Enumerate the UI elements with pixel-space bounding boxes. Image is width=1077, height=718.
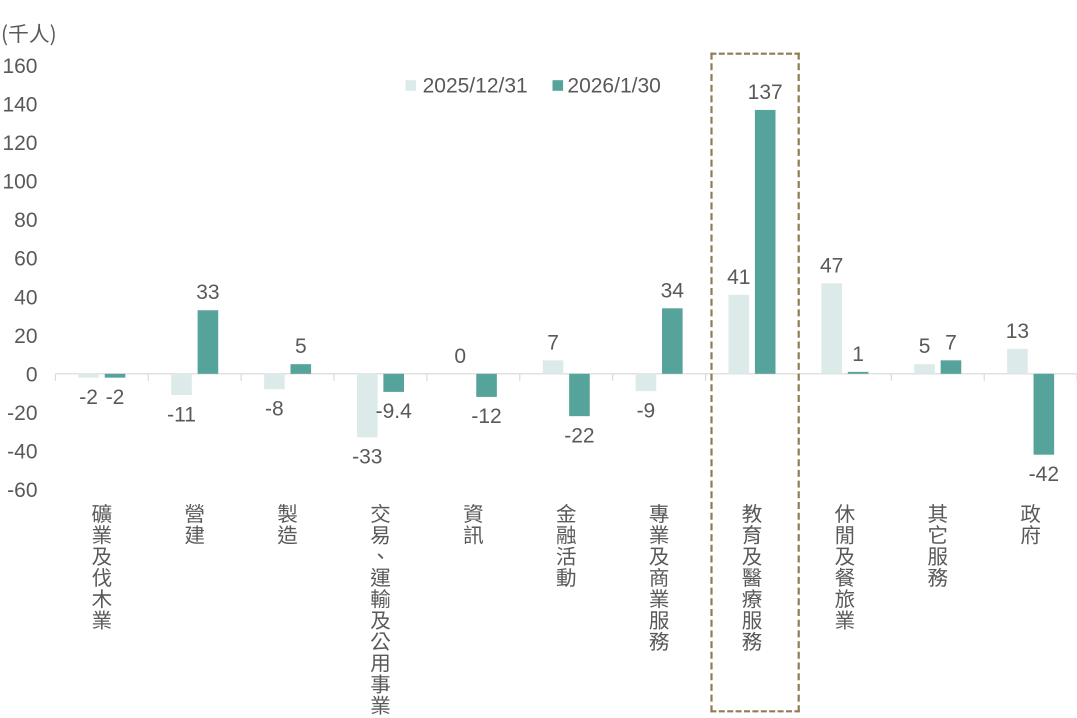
svg-text:47: 47 (820, 254, 843, 277)
svg-text:100: 100 (2, 171, 37, 194)
svg-text:1: 1 (852, 343, 864, 366)
svg-text:-22: -22 (564, 424, 594, 447)
svg-text:7: 7 (547, 331, 559, 354)
svg-text:-9.4: -9.4 (376, 400, 413, 423)
svg-text:-20: -20 (7, 402, 37, 425)
svg-text:0: 0 (454, 345, 466, 368)
svg-text:160: 160 (2, 55, 37, 78)
svg-text:-33: -33 (352, 446, 382, 469)
svg-text:-2: -2 (79, 386, 98, 409)
svg-text:5: 5 (295, 335, 307, 358)
svg-text:120: 120 (2, 132, 37, 155)
svg-text:60: 60 (14, 248, 37, 271)
svg-text:-8: -8 (265, 398, 284, 421)
svg-text:2025/12/31: 2025/12/31 (423, 75, 528, 98)
svg-text:-11: -11 (167, 403, 196, 426)
svg-text:2026/1/30: 2026/1/30 (567, 75, 660, 98)
svg-text:80: 80 (14, 209, 37, 232)
svg-text:13: 13 (1006, 320, 1029, 343)
svg-text:-42: -42 (1029, 463, 1059, 486)
svg-text:-40: -40 (7, 440, 37, 463)
svg-text:-2: -2 (106, 386, 125, 409)
svg-text:7: 7 (945, 331, 957, 354)
svg-text:137: 137 (748, 81, 783, 104)
svg-text:-12: -12 (471, 405, 501, 428)
svg-text:20: 20 (14, 325, 37, 348)
svg-text:34: 34 (661, 279, 685, 302)
svg-text:40: 40 (14, 286, 37, 309)
svg-text:5: 5 (919, 335, 931, 358)
svg-text:33: 33 (196, 281, 219, 304)
svg-text:0: 0 (26, 363, 38, 386)
svg-text:-9: -9 (637, 399, 656, 422)
svg-text:140: 140 (2, 94, 37, 117)
svg-text:41: 41 (727, 266, 750, 289)
svg-text:-60: -60 (7, 479, 37, 502)
